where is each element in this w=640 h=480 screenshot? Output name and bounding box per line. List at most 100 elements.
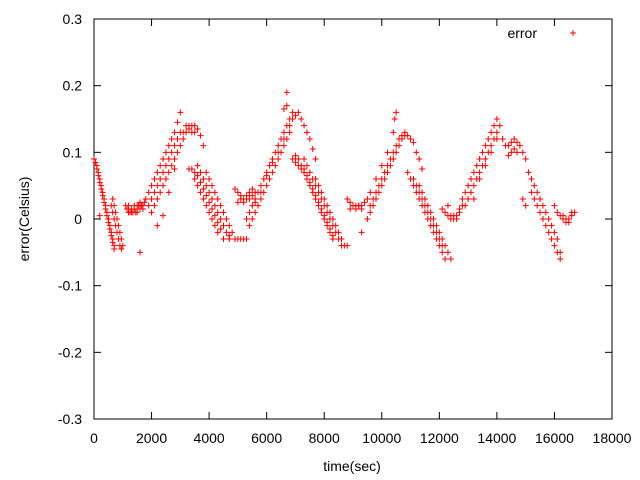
data-point [211,222,218,229]
data-point [211,212,218,219]
data-point [298,116,305,122]
data-point [335,229,342,236]
data-point [514,139,521,146]
data-point [511,136,518,142]
data-point [321,196,328,202]
data-point [470,196,477,202]
data-point [485,136,492,142]
data-point [545,229,552,236]
data-point [519,149,526,156]
data-point [470,182,477,189]
x-tick-label: 18000 [593,430,632,446]
data-point [252,199,259,206]
data-point [168,162,175,169]
data-point [289,109,296,116]
data-point [444,249,451,256]
data-point [206,209,213,216]
data-point [370,196,377,202]
data-point [479,149,486,156]
data-point [508,139,515,146]
data-point [410,176,417,182]
data-point [410,139,417,146]
data-point [92,159,99,166]
data-point [447,256,454,262]
data-point [465,196,472,202]
data-point [162,162,169,169]
data-point [137,249,144,256]
data-point [315,182,322,189]
data-point [249,192,256,199]
data-point [157,176,164,182]
data-point [145,189,152,196]
data-point [295,156,302,162]
data-point [292,152,299,159]
data-point [165,189,172,196]
data-point [488,149,495,156]
data-point [329,216,336,222]
data-point [551,229,558,236]
data-point [350,202,356,209]
data-point [522,202,529,209]
data-point [545,216,552,222]
data-point [171,129,178,136]
data-point [203,192,210,199]
data-point [301,122,308,129]
data-point [142,196,149,202]
data-point [266,162,273,169]
data-point [496,122,503,129]
data-point [338,236,345,242]
data-point [226,222,233,229]
data-point [419,189,426,196]
data-point [424,202,431,209]
data-point [109,236,116,242]
data-point [280,129,287,136]
y-tick-label: 0.2 [63,78,83,94]
data-point [237,196,244,202]
data-point [275,149,282,156]
data-point [246,189,253,196]
data-point [183,129,190,136]
data-point [531,182,538,189]
data-point [160,169,167,176]
data-point [160,156,167,162]
data-point [439,206,446,212]
data-point [444,202,451,209]
data-point [283,89,290,96]
data-point [197,189,204,196]
data-point [367,189,374,196]
data-point [220,209,227,216]
data-point [197,169,204,176]
data-point [214,219,221,226]
data-point [286,129,293,136]
data-point [488,142,495,149]
data-point [162,149,169,156]
data-point [390,129,397,136]
y-tick-label: -0.3 [58,411,82,427]
data-point [373,189,380,196]
data-point [476,176,483,182]
data-point [191,176,198,182]
data-point [134,209,141,216]
data-point [249,202,256,209]
data-point [194,162,201,169]
data-point [358,229,365,236]
data-point [289,156,296,162]
data-point [200,142,207,149]
data-point [542,222,549,229]
data-point [266,176,273,182]
data-point [321,212,328,219]
data-point [528,176,535,182]
data-point [303,172,310,179]
data-point [404,169,411,176]
data-point [303,162,310,169]
data-point [537,209,544,216]
data-point [375,182,382,189]
data-point [118,246,125,252]
data-points [91,89,578,262]
data-point [373,176,380,182]
data-point [433,222,440,229]
data-point [269,169,276,176]
data-point [165,169,172,176]
data-point [151,189,158,196]
data-point [96,176,103,182]
